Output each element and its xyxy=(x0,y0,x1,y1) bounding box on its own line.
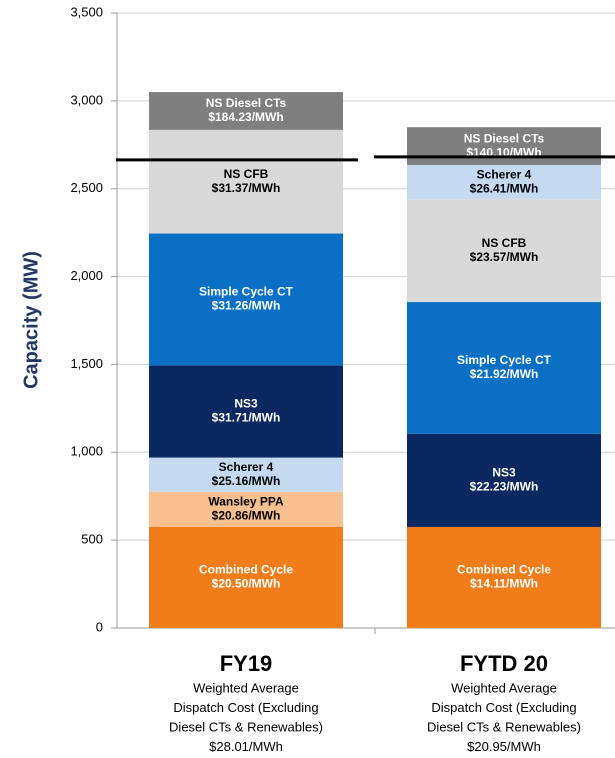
bar-segment xyxy=(407,433,601,527)
category-label: FYTD 20 xyxy=(460,651,548,676)
bar-segment xyxy=(149,129,343,234)
category-note: Weighted Average xyxy=(451,680,557,695)
segment-cost: $31.26/MWh xyxy=(212,299,281,313)
category-note: $28.01/MWh xyxy=(209,739,283,754)
bar-segment xyxy=(149,526,343,628)
bar-segment xyxy=(407,526,601,628)
bar-segment xyxy=(407,199,601,303)
segment-name: Scherer 4 xyxy=(477,167,532,181)
segment-name: NS CFB xyxy=(224,167,269,181)
y-tick-label: 2,000 xyxy=(70,268,103,283)
segment-name: NS Diesel CTs xyxy=(206,96,287,110)
bar-segment xyxy=(407,164,601,200)
segment-cost: $184.23/MWh xyxy=(208,110,283,124)
category-note: Diesel CTs & Renewables) xyxy=(427,719,581,734)
y-tick-label: 3,000 xyxy=(70,92,103,107)
y-tick-label: 1,000 xyxy=(70,444,103,459)
segment-cost: $26.41/MWh xyxy=(470,181,539,195)
bar-segment xyxy=(149,233,343,366)
y-tick-label: 500 xyxy=(81,532,103,547)
y-tick-label: 2,500 xyxy=(70,180,103,195)
segment-cost: $20.86/MWh xyxy=(212,509,281,523)
segment-name: Wansley PPA xyxy=(208,495,284,509)
bar-segment xyxy=(407,302,601,434)
segment-name: Combined Cycle xyxy=(199,563,293,577)
segment-name: NS3 xyxy=(492,466,516,480)
y-tick-label: 1,500 xyxy=(70,356,103,371)
segment-cost: $21.92/MWh xyxy=(470,367,539,381)
category-note: $20.95/MWh xyxy=(467,739,541,754)
segment-name: NS3 xyxy=(234,397,258,411)
segment-name: Simple Cycle CT xyxy=(457,353,552,367)
segment-name: Scherer 4 xyxy=(219,460,274,474)
category-label: FY19 xyxy=(220,651,273,676)
segment-name: NS Diesel CTs xyxy=(464,131,545,145)
bar-segment xyxy=(407,127,601,165)
segment-cost: $31.71/MWh xyxy=(212,411,281,425)
y-tick-label: 0 xyxy=(96,619,103,634)
segment-cost: $23.57/MWh xyxy=(470,250,539,264)
segment-name: Combined Cycle xyxy=(457,563,551,577)
bar-segment xyxy=(149,92,343,130)
category-note: Diesel CTs & Renewables) xyxy=(169,719,323,734)
segment-cost: $22.23/MWh xyxy=(470,480,539,494)
bar-segment xyxy=(149,457,343,492)
segment-cost: $20.50/MWh xyxy=(212,577,281,591)
y-tick-label: 3,500 xyxy=(70,4,103,19)
category-note: Dispatch Cost (Excluding xyxy=(173,700,318,715)
segment-cost: $14.11/MWh xyxy=(470,577,538,591)
segment-cost: $25.16/MWh xyxy=(212,474,281,488)
category-note: Dispatch Cost (Excluding xyxy=(431,700,576,715)
segment-cost: $31.37/MWh xyxy=(212,181,281,195)
segment-name: Simple Cycle CT xyxy=(199,285,294,299)
y-axis-title: Capacity (MW) xyxy=(20,251,42,389)
bar-segment xyxy=(149,491,343,527)
category-note: Weighted Average xyxy=(193,680,299,695)
segment-name: NS CFB xyxy=(482,236,527,250)
bar-segment xyxy=(149,365,343,458)
